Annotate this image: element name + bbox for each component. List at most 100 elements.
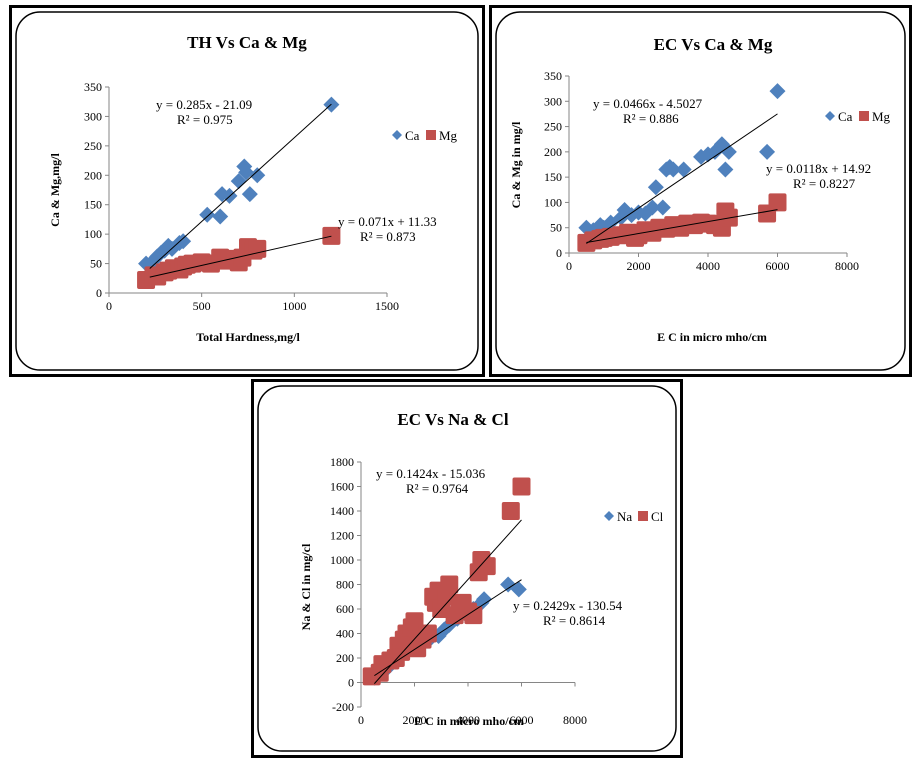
y-tick-label: 800 [336, 578, 354, 592]
x-tick-label: 6000 [766, 259, 790, 273]
chart-panel-ec-na-cl: EC Vs Na & Cl -200 0 200 400 600 800 1000 1200 14… [251, 379, 683, 758]
y-tick-label: 350 [544, 69, 562, 83]
legend-marker-ca [825, 111, 835, 121]
y-tick-label: -200 [332, 700, 354, 714]
y-tick-label: 300 [84, 109, 102, 123]
x-axis-title: E C in micro mho/cm [657, 330, 767, 344]
trendline-equation-ca: y = 0.0466x - 4.5027 [593, 96, 703, 111]
data-point-cl [405, 612, 424, 631]
y-tick-label: 400 [336, 627, 354, 641]
x-tick-label: 0 [358, 713, 364, 727]
data-point-ca [717, 161, 734, 178]
data-point-ca [238, 164, 255, 181]
legend-marker-na [604, 511, 614, 521]
chart-title: TH Vs Ca & Mg [187, 33, 307, 52]
data-point-cl [477, 557, 496, 576]
data-point-ca [175, 233, 192, 250]
x-tick-label: 0 [106, 299, 112, 313]
data-point-ca [647, 179, 664, 196]
data-point-ca [212, 208, 229, 225]
y-tick-label: 100 [544, 195, 562, 209]
y-axis-title: Na & Cl in mg/cl [299, 543, 313, 630]
y-tick-label: 150 [544, 170, 562, 184]
data-point-ca [665, 161, 682, 178]
trendline-r2-cl: R² = 0.8614 [543, 613, 606, 628]
x-tick-label: 6000 [510, 713, 534, 727]
legend-label-cl: Cl [651, 509, 664, 524]
x-axis-title: E C in micro mho/cm [414, 714, 524, 728]
y-tick-label: 250 [544, 120, 562, 134]
y-tick-label: 1000 [330, 553, 354, 567]
trendline-mg [149, 235, 332, 278]
x-tick-label: 2000 [627, 259, 651, 273]
y-tick-label: 1200 [330, 529, 354, 543]
chart-svg: EC Vs Ca & Mg 0 50 100 150 200 250 300 350 0 2000 4… [495, 11, 906, 371]
chart-panel-th-ca-mg: TH Vs Ca & Mg 0 50 100 150 200 250 300 350 0 500 10… [9, 5, 485, 377]
chart-panel-ec-ca-mg: EC Vs Ca & Mg 0 50 100 150 200 250 300 350 0 2000 4… [489, 5, 912, 377]
trendline-r2-na: R² = 0.9764 [406, 481, 469, 496]
x-tick-label: 4000 [696, 259, 720, 273]
data-point-cl [512, 477, 531, 496]
y-tick-label: 50 [90, 257, 102, 271]
data-point-ca [769, 83, 786, 100]
y-tick-label: 200 [544, 145, 562, 159]
y-tick-label: 100 [84, 227, 102, 241]
trendline-equation-na: y = 0.1424x - 15.036 [376, 466, 486, 481]
data-point-ca [759, 143, 776, 160]
data-point-ca [713, 136, 730, 153]
data-point-ca [675, 161, 692, 178]
y-axis-title: Ca & Mg,mg/l [48, 153, 62, 227]
trendline-equation-mg: y = 0.0118x + 14.92 [766, 161, 871, 176]
trendline-ca [149, 103, 332, 269]
data-point-mg [248, 239, 267, 258]
x-tick-label: 0 [566, 259, 572, 273]
y-tick-label: 1800 [330, 455, 354, 469]
x-tick-label: 2000 [403, 713, 427, 727]
y-tick-label: 0 [556, 246, 562, 260]
x-tick-label: 500 [193, 299, 211, 313]
legend-marker-cl [638, 511, 648, 521]
legend-label-mg: Mg [439, 128, 458, 143]
trendline-equation-cl: y = 0.2429x - 130.54 [513, 598, 623, 613]
data-point-na [510, 581, 527, 598]
y-tick-label: 150 [84, 198, 102, 212]
legend-marker-ca [392, 130, 402, 140]
y-tick-label: 1600 [330, 480, 354, 494]
data-point-mg [322, 226, 341, 245]
data-point-cl [418, 624, 437, 643]
legend-label-ca: Ca [405, 128, 420, 143]
trendline-equation-ca: y = 0.285x - 21.09 [156, 97, 252, 112]
data-point-ca [637, 205, 654, 222]
legend-label-na: Na [617, 509, 632, 524]
chart-title: EC Vs Na & Cl [397, 410, 508, 429]
legend-marker-mg [426, 130, 436, 140]
chart-title: EC Vs Ca & Mg [654, 35, 773, 54]
y-tick-label: 1400 [330, 504, 354, 518]
data-point-ca [706, 143, 723, 160]
data-point-cl [501, 502, 520, 520]
x-tick-label: 4000 [456, 713, 480, 727]
y-tick-label: 50 [550, 221, 562, 235]
x-tick-label: 8000 [835, 259, 859, 273]
trendline-r2-ca: R² = 0.975 [177, 112, 233, 127]
trendline-mg [586, 209, 778, 243]
y-tick-label: 200 [336, 651, 354, 665]
data-point-ca [720, 143, 737, 160]
y-tick-label: 600 [336, 602, 354, 616]
y-tick-label: 0 [96, 286, 102, 300]
y-tick-label: 300 [544, 94, 562, 108]
data-point-ca [249, 167, 266, 184]
data-point-ca [644, 199, 661, 216]
data-point-cl [464, 606, 483, 625]
trendline-ca [586, 113, 778, 244]
y-tick-label: 200 [84, 168, 102, 182]
chart-svg: TH Vs Ca & Mg 0 50 100 150 200 250 300 350 0 500 10… [15, 11, 479, 371]
chart-area-border [495, 11, 906, 371]
trendline-r2-mg: R² = 0.8227 [793, 176, 856, 191]
x-tick-label: 1500 [375, 299, 399, 313]
trendline-equation-mg: y = 0.071x + 11.33 [338, 214, 437, 229]
x-tick-label: 8000 [563, 713, 587, 727]
data-point-ca [199, 206, 216, 223]
legend-label-mg: Mg [872, 109, 891, 124]
data-point-ca [241, 186, 258, 203]
